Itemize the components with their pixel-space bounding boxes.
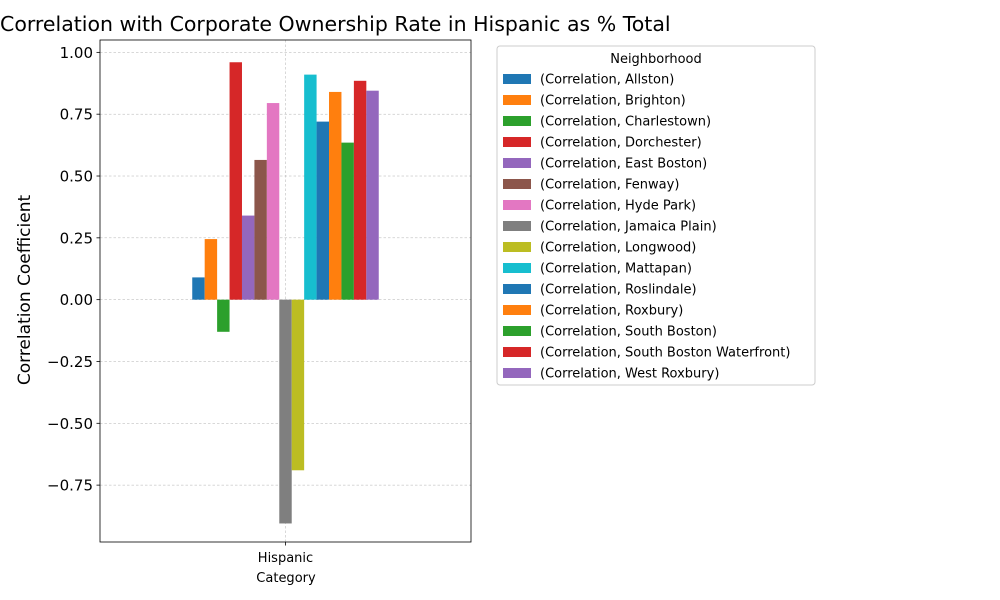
legend-entry: (Correlation, Longwood) (540, 241, 696, 256)
bar (353, 80, 367, 300)
bar-layer (192, 62, 379, 524)
legend-swatch (503, 242, 531, 252)
legend-swatch (503, 347, 531, 357)
legend-swatch (503, 137, 531, 147)
legend-swatch (503, 368, 531, 378)
y-tick-label: 0.50 (60, 168, 93, 186)
y-tick-label: 1.00 (60, 44, 93, 62)
legend-entry: (Correlation, Roxbury) (540, 304, 683, 319)
y-axis-label: Correlation Coefficient (15, 195, 35, 386)
legend-entry: (Correlation, Allston) (540, 73, 674, 88)
bar (254, 159, 267, 300)
x-tick-label: Hispanic (258, 551, 313, 566)
bar (266, 103, 280, 300)
legend-entry: (Correlation, Dorchester) (540, 136, 702, 151)
y-tick-label: −0.25 (47, 353, 93, 371)
bar (204, 239, 218, 300)
legend-swatch (503, 284, 531, 294)
chart-title: Correlation with Corporate Ownership Rat… (0, 12, 671, 36)
legend-swatch (503, 263, 531, 273)
y-tick-label: 0.75 (60, 106, 93, 124)
y-tick-label: −0.75 (47, 477, 93, 495)
legend-swatch (503, 95, 531, 105)
bar (366, 90, 379, 300)
legend: Neighborhood (Correlation, Allston)(Corr… (496, 45, 816, 386)
bar (341, 142, 354, 300)
legend-title: Neighborhood (610, 52, 702, 67)
legend-entry: (Correlation, West Roxbury) (540, 367, 719, 382)
bar (291, 299, 305, 471)
bar (316, 121, 330, 300)
legend-entry: (Correlation, Mattapan) (540, 262, 692, 277)
legend-swatch (503, 179, 531, 189)
x-axis: Hispanic (258, 542, 313, 566)
bar (279, 299, 292, 524)
legend-swatch (503, 116, 531, 126)
bar (217, 299, 230, 332)
legend-entry: (Correlation, South Boston Waterfront) (540, 346, 790, 361)
legend-entry: (Correlation, Hyde Park) (540, 199, 696, 214)
legend-swatch (503, 200, 531, 210)
y-axis: −0.75 −0.50 −0.25 0.00 0.25 0.50 0.75 1.00 (47, 44, 100, 495)
legend-swatch (503, 74, 531, 84)
legend-entry: (Correlation, Brighton) (540, 94, 686, 109)
legend-entry: (Correlation, Roslindale) (540, 283, 697, 298)
legend-swatch (503, 221, 531, 231)
y-tick-label: 0.00 (60, 291, 93, 309)
legend-entry: (Correlation, Fenway) (540, 178, 679, 193)
legend-swatch (503, 326, 531, 336)
legend-entry: (Correlation, Charlestown) (540, 115, 711, 130)
legend-swatch (503, 158, 531, 168)
bar (241, 215, 255, 300)
legend-items: (Correlation, Allston) (Correlation, Brig… (503, 73, 790, 382)
legend-entry: (Correlation, East Boston) (540, 157, 707, 172)
x-axis-label: Category (256, 571, 316, 586)
legend-frame (496, 45, 816, 386)
bar (304, 74, 317, 300)
bar (329, 91, 342, 300)
y-tick-label: −0.50 (47, 415, 93, 433)
legend-swatch (503, 305, 531, 315)
legend-entry: (Correlation, Jamaica Plain) (540, 220, 717, 235)
y-tick-label: 0.25 (60, 229, 93, 247)
bar (192, 277, 205, 300)
bar (229, 62, 242, 300)
legend-entry: (Correlation, South Boston) (540, 325, 717, 340)
